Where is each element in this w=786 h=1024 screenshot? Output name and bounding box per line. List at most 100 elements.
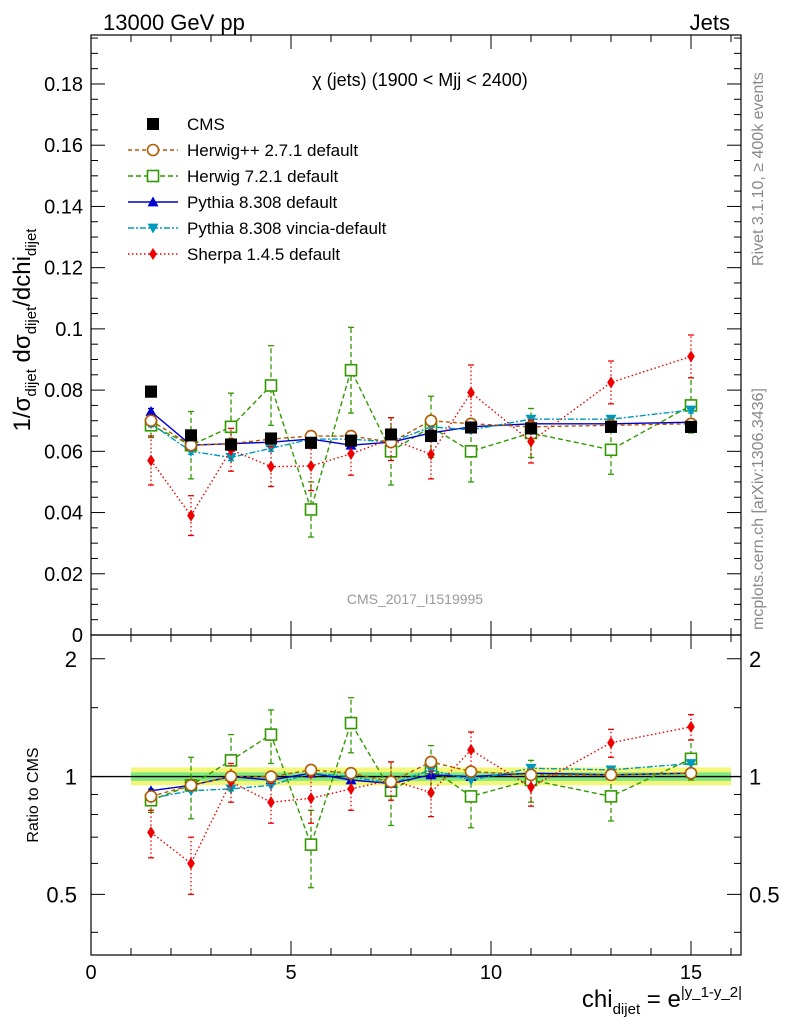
ratio-frame — [90, 634, 742, 956]
main-series — [144, 326, 698, 538]
ratio-y-label: Ratio to CMS — [25, 747, 42, 842]
main-y-ticks: 0 0.02 0.04 0.06 0.08 0.1 0.12 0.14 0.16 0.18 — [44, 37, 741, 647]
marker-open-circle — [464, 765, 478, 778]
marker-diamond — [467, 386, 475, 399]
main-x-ticks — [90, 35, 732, 635]
x-axis-label: chidijet = e|y_1-y_2| — [582, 984, 742, 1018]
marker-open-square — [344, 716, 358, 730]
marker-square — [185, 429, 197, 442]
marker-diamond — [347, 782, 355, 795]
marker-open-circle — [184, 778, 198, 792]
legend-label: Herwig++ 2.7.1 default — [187, 141, 358, 160]
ratio-tick-label-right: 1 — [749, 765, 761, 790]
y-tick-label: 0.08 — [44, 380, 83, 402]
rivet-label: Rivet 3.1.10, ≥ 400k events — [750, 72, 767, 266]
marker-triangle-up — [147, 196, 159, 207]
marker-square — [147, 118, 159, 130]
y-tick-label: 0.02 — [44, 564, 83, 586]
chart-title: χ (jets) (1900 < Mjj < 2400) — [312, 70, 528, 90]
ratio-tick-label-right: 2 — [749, 647, 761, 672]
marker-open-square — [304, 838, 318, 851]
marker-open-square — [344, 363, 358, 377]
marker-open-circle — [604, 768, 618, 782]
marker-diamond — [187, 509, 195, 522]
mcplots-label: mcplots.cern.ch [arXiv:1306.3436] — [750, 388, 767, 630]
marker-diamond — [267, 460, 275, 473]
marker-diamond — [467, 743, 475, 756]
series-herwig-2-7-1-default — [144, 755, 698, 803]
marker-diamond — [147, 454, 155, 467]
y-tick-label: 0.06 — [44, 441, 83, 463]
header-right: Jets — [690, 10, 730, 35]
marker-diamond — [687, 720, 695, 733]
marker-square — [145, 385, 157, 398]
legend-item: CMS — [147, 115, 225, 134]
series-line — [150, 721, 692, 847]
marker-diamond — [527, 435, 535, 448]
series-line — [150, 762, 692, 799]
legend-item: Pythia 8.308 default — [128, 193, 338, 212]
marker-open-square — [464, 445, 478, 458]
legend-label: Herwig 7.2.1 default — [187, 167, 338, 186]
marker-square — [305, 436, 317, 449]
series-line — [150, 726, 692, 865]
marker-square — [685, 420, 697, 433]
marker-square — [345, 434, 357, 447]
x-tick-label: 15 — [680, 962, 702, 984]
marker-square — [525, 422, 537, 435]
marker-triangle-down — [465, 775, 477, 786]
marker-open-square — [304, 503, 318, 516]
ratio-tick-label: 0.5 — [46, 882, 77, 907]
series-cms — [145, 385, 697, 451]
y-tick-label: 0.14 — [44, 196, 83, 218]
series-sherpa-1-4-5-default — [147, 713, 695, 896]
marker-open-circle — [344, 766, 358, 780]
series-line — [150, 368, 692, 512]
ratio-series — [144, 697, 698, 896]
y-tick-label: 0.1 — [55, 319, 83, 341]
marker-triangle-down — [425, 765, 437, 776]
marker-diamond — [187, 857, 195, 870]
marker-open-square — [264, 379, 278, 392]
series-line — [150, 772, 692, 792]
marker-diamond — [427, 786, 435, 799]
marker-open-square — [604, 790, 618, 803]
marker-open-circle — [224, 770, 238, 783]
marker-square — [425, 430, 437, 443]
marker-open-circle — [384, 775, 398, 789]
series-herwig-7-2-1-default — [144, 697, 698, 889]
marker-open-square — [146, 169, 160, 183]
marker-triangle-down — [685, 759, 697, 769]
legend-item: Herwig 7.2.1 default — [128, 167, 338, 186]
marker-square — [265, 432, 277, 445]
marker-open-circle — [146, 143, 160, 157]
marker-diamond — [267, 796, 275, 809]
marker-diamond — [347, 447, 355, 460]
marker-open-circle — [684, 766, 698, 780]
marker-open-circle — [424, 755, 438, 769]
ratio-y-ticks: 0.5 0.5 1 1 2 2 — [46, 647, 780, 933]
ratio-tick-label: 2 — [65, 647, 77, 672]
marker-open-square — [604, 443, 618, 457]
marker-open-square — [464, 790, 478, 803]
marker-square — [385, 428, 397, 441]
marker-triangle-down — [685, 405, 697, 416]
marker-triangle-down — [147, 223, 159, 234]
marker-open-square — [264, 728, 278, 741]
marker-open-circle — [144, 414, 158, 428]
legend-label: Pythia 8.308 default — [187, 193, 338, 212]
marker-diamond — [307, 792, 315, 805]
legend: CMS Herwig++ 2.7.1 default Herwig 7.2.1 de… — [128, 115, 387, 264]
y-tick-label: 0 — [72, 625, 83, 647]
marker-open-circle — [304, 763, 318, 777]
series-line — [150, 355, 692, 517]
ratio-x-ticks — [90, 635, 732, 955]
marker-open-circle — [264, 770, 278, 783]
legend-label: Pythia 8.308 vincia-default — [187, 219, 387, 238]
ratio-tick-label-right: 0.5 — [749, 882, 780, 907]
marker-diamond — [147, 826, 155, 839]
marker-diamond — [527, 781, 535, 794]
main-plot: 0 0.02 0.04 0.06 0.08 0.1 0.12 0.14 0.16 0.18 χ (… — [9, 34, 742, 647]
y-tick-label: 0.12 — [44, 258, 83, 280]
y-axis-label: 1/σdijet dσdijet/dchidijet — [9, 228, 40, 432]
